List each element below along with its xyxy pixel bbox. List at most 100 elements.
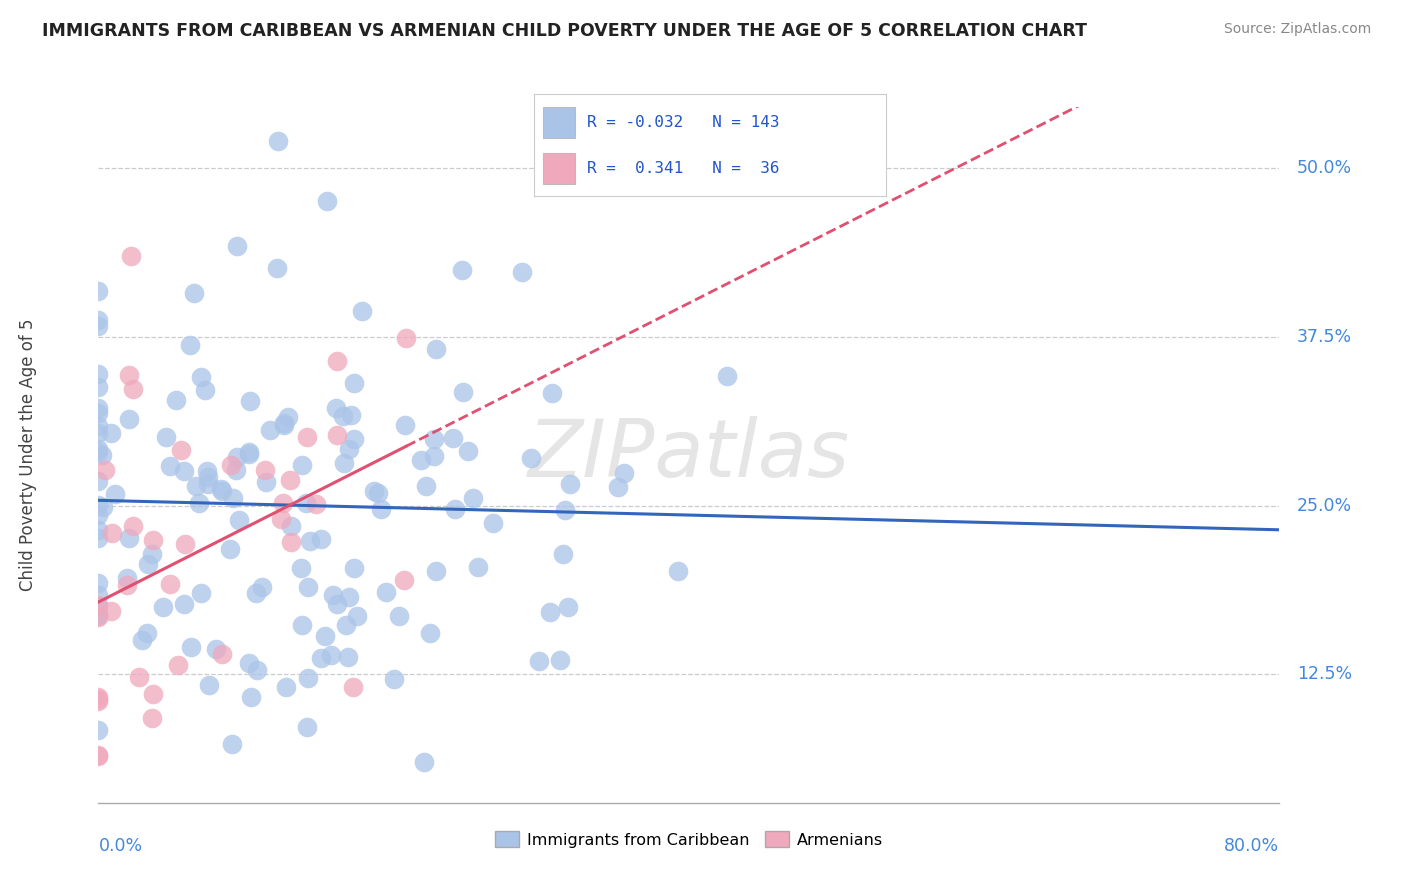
- Point: [613, 466, 636, 480]
- Point: [141, 711, 163, 725]
- Text: R =  0.341   N =  36: R = 0.341 N = 36: [588, 161, 779, 176]
- Point: [218, 542, 240, 557]
- Point: [174, 537, 197, 551]
- Point: [238, 446, 260, 460]
- Point: [388, 609, 411, 624]
- Point: [87, 313, 110, 327]
- Point: [190, 585, 212, 599]
- Point: [266, 134, 288, 148]
- Point: [173, 464, 195, 478]
- Point: [319, 648, 342, 663]
- Point: [342, 561, 364, 575]
- Point: [343, 376, 366, 391]
- Point: [419, 625, 441, 640]
- Point: [93, 463, 115, 477]
- Point: [142, 687, 165, 701]
- Point: [159, 577, 181, 591]
- Point: [197, 477, 219, 491]
- Point: [270, 511, 292, 525]
- Point: [187, 496, 209, 510]
- Point: [87, 748, 110, 763]
- Point: [425, 342, 447, 356]
- Text: 12.5%: 12.5%: [1298, 665, 1353, 683]
- Point: [280, 535, 302, 549]
- Point: [197, 677, 219, 691]
- Point: [554, 503, 576, 517]
- Point: [519, 451, 541, 466]
- Text: ZIPatlas: ZIPatlas: [527, 416, 851, 494]
- Point: [211, 483, 233, 498]
- Point: [322, 588, 344, 602]
- Point: [325, 401, 347, 415]
- Point: [337, 442, 360, 457]
- Point: [551, 547, 574, 561]
- Point: [314, 629, 336, 643]
- Point: [87, 499, 110, 513]
- Point: [346, 608, 368, 623]
- Point: [412, 756, 434, 770]
- Point: [120, 249, 142, 263]
- Point: [395, 330, 418, 344]
- Point: [165, 393, 187, 408]
- Point: [716, 369, 738, 384]
- Point: [226, 450, 249, 464]
- Legend: Immigrants from Caribbean, Armenians: Immigrants from Caribbean, Armenians: [488, 824, 890, 854]
- Point: [179, 338, 201, 352]
- Point: [481, 516, 503, 531]
- Point: [117, 571, 139, 585]
- Point: [173, 597, 195, 611]
- Point: [152, 599, 174, 614]
- Point: [104, 486, 127, 500]
- Point: [335, 618, 357, 632]
- Point: [297, 581, 319, 595]
- Point: [240, 690, 263, 704]
- Point: [343, 432, 366, 446]
- Point: [367, 486, 389, 500]
- Point: [666, 564, 689, 578]
- Point: [273, 418, 295, 433]
- Point: [211, 647, 233, 661]
- Point: [87, 588, 110, 602]
- Point: [87, 419, 110, 434]
- Point: [128, 670, 150, 684]
- Point: [259, 423, 281, 437]
- Point: [457, 443, 479, 458]
- Point: [266, 261, 288, 276]
- Point: [461, 491, 484, 506]
- Point: [392, 574, 415, 588]
- Point: [291, 618, 314, 632]
- Point: [226, 238, 249, 252]
- Text: 25.0%: 25.0%: [1298, 497, 1353, 515]
- Point: [87, 690, 110, 704]
- Point: [186, 478, 208, 492]
- Point: [87, 608, 110, 623]
- Point: [290, 561, 312, 575]
- Point: [441, 431, 464, 445]
- Point: [467, 560, 489, 574]
- Point: [298, 533, 321, 548]
- Point: [309, 532, 332, 546]
- Point: [415, 479, 437, 493]
- Point: [254, 462, 277, 476]
- Point: [332, 409, 354, 423]
- FancyBboxPatch shape: [543, 107, 575, 137]
- Point: [305, 497, 328, 511]
- Point: [136, 626, 159, 640]
- Point: [370, 502, 392, 516]
- Point: [221, 737, 243, 751]
- Point: [166, 658, 188, 673]
- Point: [100, 604, 122, 618]
- Point: [87, 694, 110, 708]
- Point: [170, 442, 193, 457]
- Point: [325, 597, 347, 611]
- Point: [423, 433, 446, 447]
- Point: [204, 641, 226, 656]
- Point: [131, 633, 153, 648]
- Point: [557, 599, 579, 614]
- Text: 80.0%: 80.0%: [1225, 837, 1279, 855]
- Point: [228, 513, 250, 527]
- Point: [297, 430, 319, 444]
- Point: [141, 547, 163, 561]
- Point: [136, 557, 159, 571]
- Point: [159, 458, 181, 473]
